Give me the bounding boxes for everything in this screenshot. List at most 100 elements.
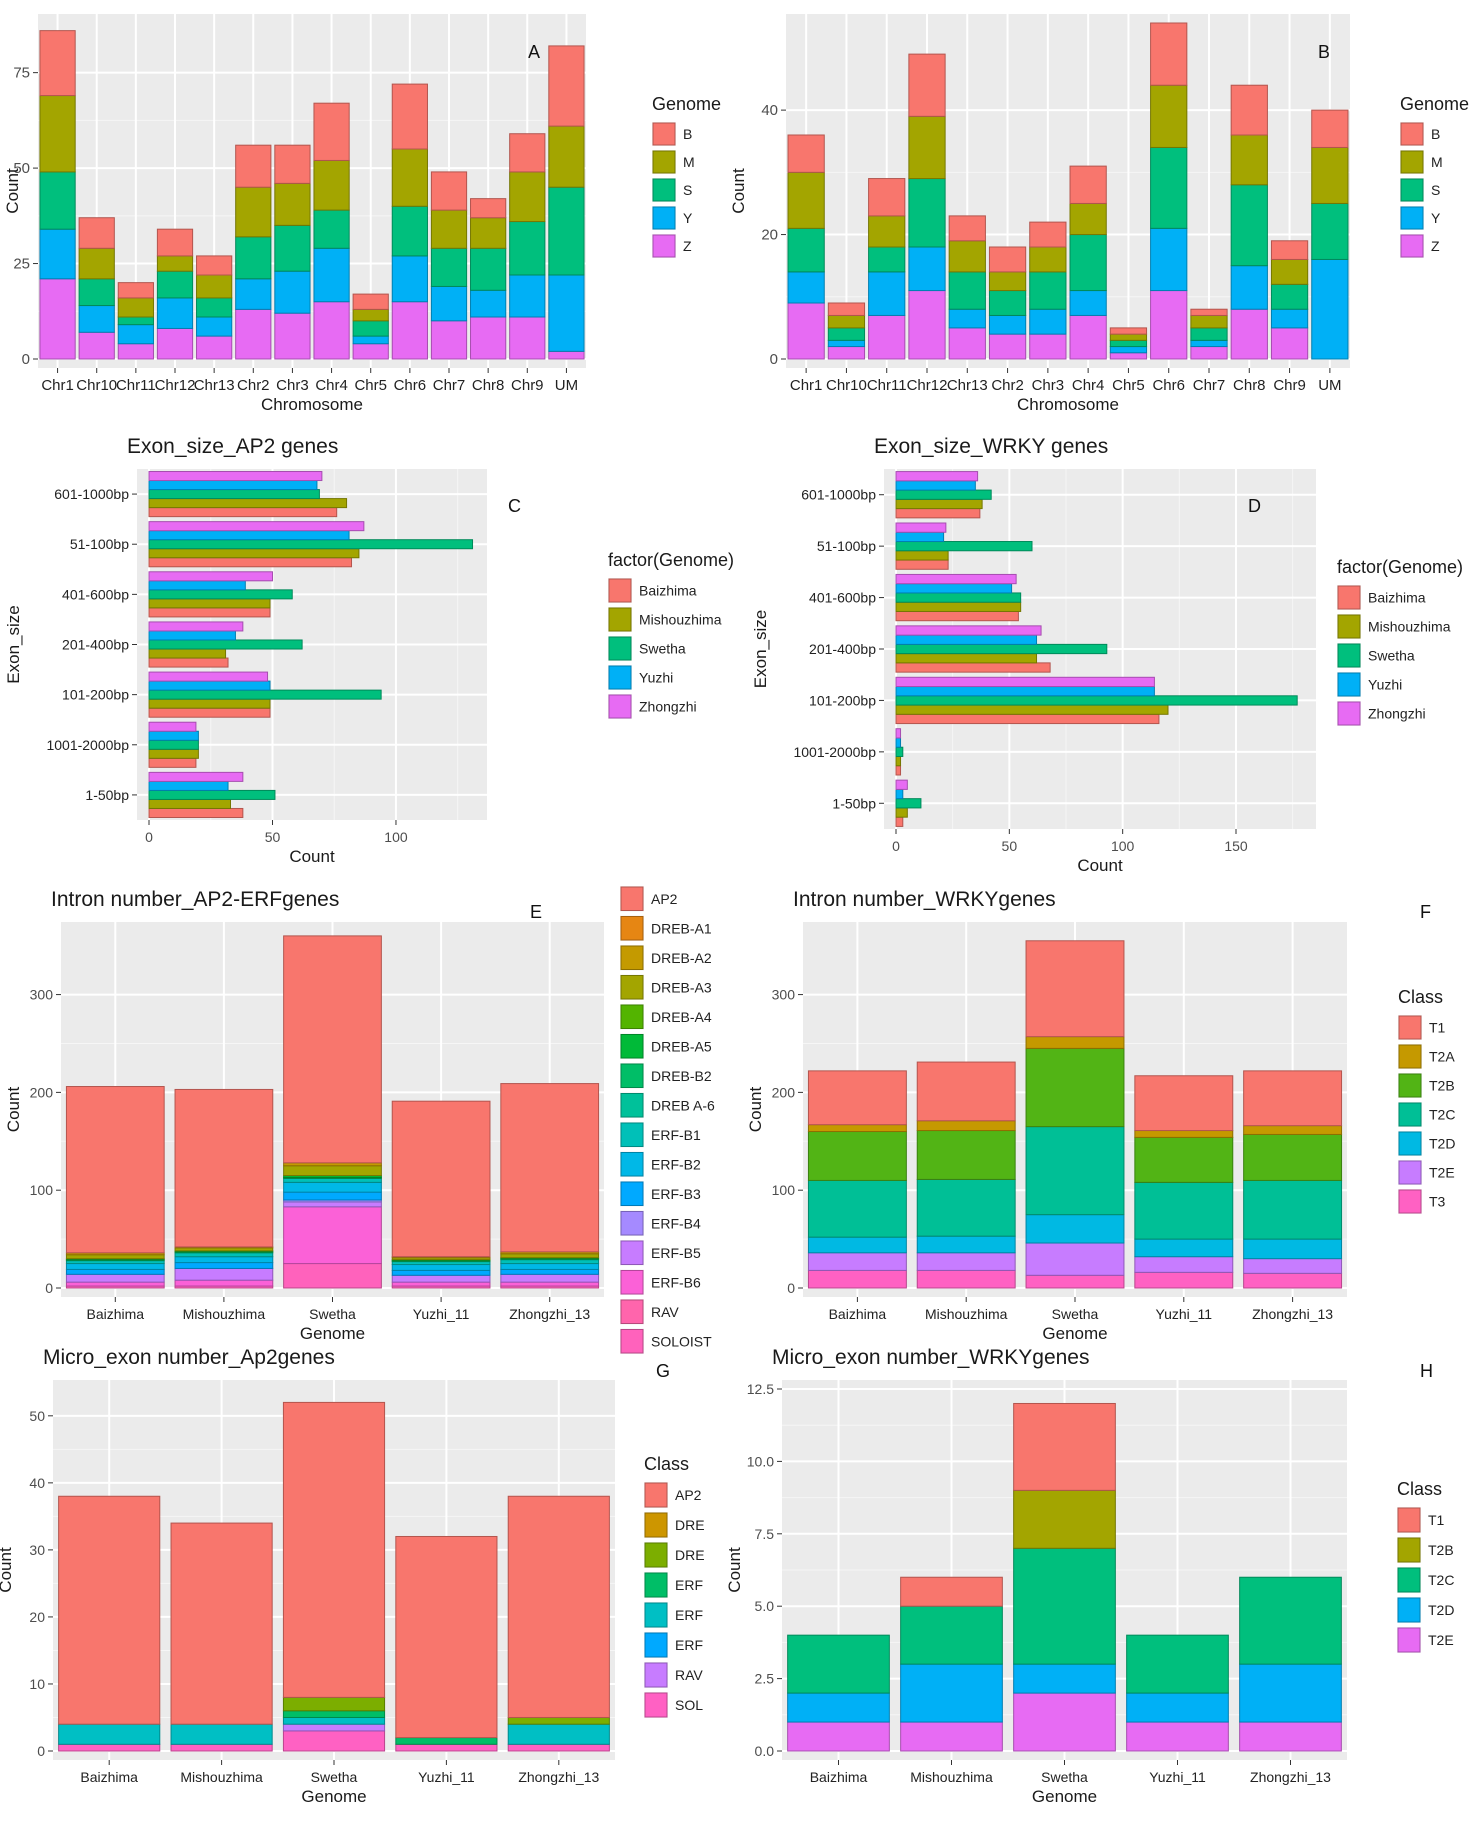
bar-segment [430, 247, 468, 287]
y-tick-label: 12.5 [747, 1381, 774, 1397]
bar-segment [916, 1178, 1016, 1237]
x-tick-label: Yuzhi_11 [1149, 1769, 1206, 1785]
bar-segment [39, 30, 76, 97]
bar-segment [391, 148, 428, 207]
bar-segment [787, 1692, 890, 1723]
legend-swatch [644, 1512, 668, 1538]
bar-segment [1109, 333, 1148, 341]
x-tick-label: UM [555, 377, 578, 394]
bar [148, 471, 323, 482]
bar [895, 625, 1042, 636]
x-tick-label: Baizhima [80, 1769, 138, 1785]
bar-segment [174, 1256, 274, 1264]
bar [895, 573, 1017, 585]
bar [148, 480, 318, 491]
legend-swatch [620, 886, 644, 911]
legend-swatch [1337, 585, 1361, 610]
y-tick-label: 75 [13, 65, 30, 82]
bar-segment [391, 1264, 491, 1271]
legend-entries: Baizhima Mishouzhima Swetha Yuzhi Zhongzhi [608, 578, 722, 719]
y-tick-label: 51-100bp [817, 538, 876, 554]
x-tick-label: Zhongzhi_13 [1250, 1769, 1331, 1785]
bar-segment [948, 327, 986, 360]
legend-swatch [644, 1602, 668, 1628]
bar-segment [117, 282, 154, 299]
legend-swatch [620, 975, 644, 1000]
panel-h: Micro_exon number_WRKYgenes H 0.0 2.5 5.0 7.5… [725, 1346, 1454, 1806]
bar-segment [470, 289, 507, 318]
legend-label: Zhongzhi [1368, 706, 1426, 722]
legend: Class T1 T2A T2B T2C T2D T2E T3 [1398, 987, 1455, 1214]
bar-segment [807, 1269, 907, 1289]
bar-segment [1243, 1258, 1343, 1274]
bar-segment [1239, 1721, 1342, 1752]
x-tick-label: Swetha [309, 1306, 356, 1322]
bar-segment [313, 301, 350, 360]
legend-label: Mishouzhima [639, 612, 722, 628]
legend-label: T1 [1428, 1512, 1445, 1528]
bar-segment [283, 1263, 382, 1289]
x-tick-label: Chr3 [276, 377, 309, 394]
legend-swatch [652, 178, 676, 202]
bar-segment [509, 274, 546, 318]
bar-segment [1311, 258, 1349, 360]
bar-segment [1025, 1047, 1125, 1128]
y-tick-label: 201-400bp [809, 641, 876, 657]
bar-segment [988, 246, 1027, 273]
bar-segment [352, 343, 389, 360]
bar-segment [500, 1281, 600, 1287]
legend-swatch [644, 1542, 668, 1568]
legend-label: DREB-B2 [651, 1068, 712, 1084]
bar [148, 771, 244, 782]
bar [148, 639, 303, 650]
legend-label: Baizhima [1368, 590, 1426, 606]
bar-segment [65, 1086, 165, 1254]
legend-label: B [683, 126, 692, 142]
bar-segment [827, 302, 866, 316]
bar [895, 643, 1108, 655]
bar-segment [65, 1254, 165, 1260]
bar-segment [507, 1723, 610, 1745]
bar-segment [1069, 202, 1107, 236]
x-tick-label: Chr2 [991, 377, 1024, 394]
bar-segment [58, 1723, 161, 1745]
bar-segment [1239, 1576, 1342, 1665]
bar-segment [283, 935, 382, 1164]
bar-segment [1134, 1181, 1234, 1240]
bar [895, 755, 902, 767]
bar-segment [548, 350, 585, 360]
bar-segment [170, 1723, 273, 1745]
bar [148, 798, 231, 809]
bar-segment [1013, 1692, 1116, 1752]
bar-segment [1150, 146, 1188, 229]
y-tick-label: 601-1000bp [54, 486, 129, 502]
legend-label: ERF [675, 1607, 703, 1623]
bar-segment [283, 1177, 382, 1183]
y-tick-label: 0.0 [755, 1743, 775, 1759]
x-axis-title: Chromosome [261, 395, 363, 414]
bar-segment [868, 178, 906, 217]
bar-segment [391, 83, 428, 150]
y-tick-label: 0 [45, 1280, 53, 1296]
bar [895, 601, 1022, 612]
bar-segment [1025, 1274, 1125, 1289]
bar-segment [282, 1730, 386, 1752]
bar-segment [1230, 184, 1268, 267]
x-axis-title: Genome [301, 1787, 366, 1806]
bar [895, 704, 1169, 715]
bar-segment [1069, 290, 1107, 316]
bar-segment [352, 308, 389, 322]
bar-segment [1230, 265, 1268, 310]
legend-label: Z [683, 238, 692, 254]
x-tick-label: Yuzhi_11 [413, 1306, 470, 1322]
bar [148, 530, 350, 541]
bar-segment [1134, 1136, 1234, 1183]
legend-label: SOL [675, 1697, 703, 1713]
x-axis-title: Genome [1032, 1787, 1097, 1806]
x-tick-label: Swetha [311, 1769, 358, 1785]
bar-segment [1069, 165, 1107, 204]
bar [895, 489, 992, 500]
